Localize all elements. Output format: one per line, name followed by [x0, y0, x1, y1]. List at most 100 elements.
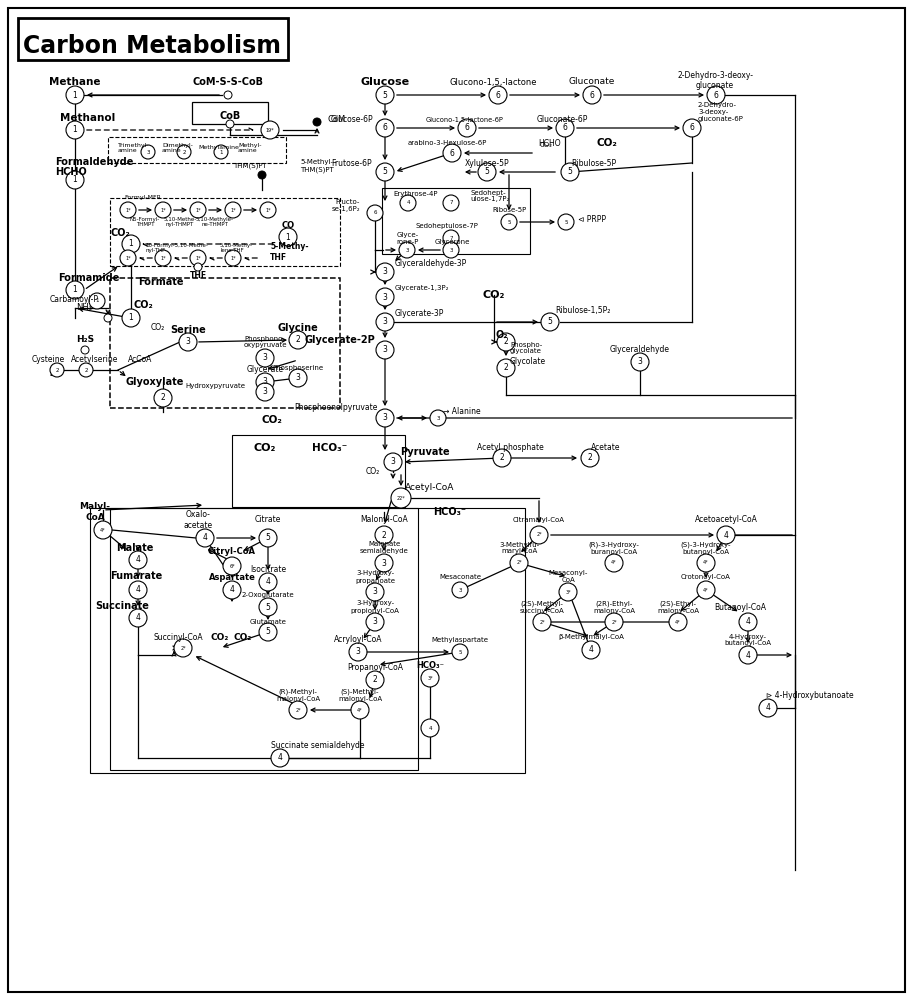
Circle shape: [89, 293, 105, 309]
Text: CoB: CoB: [219, 111, 241, 121]
Circle shape: [259, 623, 277, 641]
Bar: [18, 18, 288, 60]
Text: (2R)-Ethyl-
malony-CoA: (2R)-Ethyl- malony-CoA: [593, 600, 635, 614]
Text: 1: 1: [129, 314, 133, 322]
Text: Mesaconate: Mesaconate: [439, 574, 481, 580]
Text: Sedohept-
ulose-1,7P₂: Sedohept- ulose-1,7P₂: [470, 190, 509, 202]
Text: Citramalyl-CoA: Citramalyl-CoA: [513, 517, 565, 523]
Text: Acetylserine: Acetylserine: [71, 356, 119, 364]
Circle shape: [399, 242, 415, 258]
Circle shape: [391, 488, 411, 508]
Circle shape: [214, 145, 228, 159]
Text: 6: 6: [465, 123, 469, 132]
Circle shape: [561, 163, 579, 181]
Text: Ribose-5P: Ribose-5P: [492, 207, 526, 213]
Text: 1*: 1*: [230, 255, 236, 260]
Text: Methylaspartate: Methylaspartate: [432, 637, 488, 643]
Circle shape: [376, 119, 394, 137]
Circle shape: [129, 609, 147, 627]
Circle shape: [376, 263, 394, 281]
Circle shape: [271, 749, 289, 767]
Text: Glyceraldehyde-3P: Glyceraldehyde-3P: [395, 258, 467, 267]
Text: Malonyl-CoA: Malonyl-CoA: [360, 516, 408, 524]
Bar: [232, 435, 405, 507]
Text: 4*: 4*: [703, 560, 708, 566]
Circle shape: [155, 250, 171, 266]
Text: Ribulose-5P: Ribulose-5P: [571, 158, 616, 167]
Circle shape: [400, 195, 416, 211]
Text: HCO₃⁻: HCO₃⁻: [416, 660, 444, 670]
Circle shape: [177, 145, 191, 159]
Text: Glyce-
rone-P: Glyce- rone-P: [397, 232, 419, 244]
Text: Erythrose-4P: Erythrose-4P: [394, 191, 438, 197]
Text: 3-Methylfu-
maryl-CoA: 3-Methylfu- maryl-CoA: [498, 542, 539, 554]
Text: 2: 2: [504, 363, 509, 372]
Text: 3: 3: [391, 458, 395, 466]
Circle shape: [583, 86, 601, 104]
Text: Glycerone: Glycerone: [435, 239, 469, 245]
Circle shape: [104, 314, 112, 322]
Text: 2: 2: [588, 454, 593, 462]
Text: 19*: 19*: [266, 127, 274, 132]
Circle shape: [258, 171, 266, 179]
Text: Phosphoenolpyruvate: Phosphoenolpyruvate: [295, 403, 378, 412]
Text: O₂: O₂: [496, 330, 509, 340]
Text: 6: 6: [590, 91, 594, 100]
Circle shape: [443, 195, 459, 211]
Text: Glycerate-1,3P₂: Glycerate-1,3P₂: [395, 285, 449, 291]
Circle shape: [190, 250, 206, 266]
Circle shape: [261, 121, 279, 139]
Text: 10-Formyl-5,10-Methe-
nyl-THF: 10-Formyl-5,10-Methe- nyl-THF: [145, 243, 208, 253]
Circle shape: [510, 554, 528, 572]
Text: 1: 1: [73, 286, 78, 294]
Text: Glycerate-2P: Glycerate-2P: [304, 335, 375, 345]
Text: 3: 3: [355, 648, 361, 656]
Circle shape: [493, 449, 511, 467]
Circle shape: [79, 363, 93, 377]
Text: Glycerate-3P: Glycerate-3P: [395, 308, 445, 318]
Text: 6: 6: [714, 91, 719, 100]
Text: 4: 4: [266, 578, 270, 586]
Text: THF: THF: [189, 271, 206, 280]
Circle shape: [541, 313, 559, 331]
Text: 5: 5: [568, 167, 572, 176]
Circle shape: [384, 453, 402, 471]
Circle shape: [367, 205, 383, 221]
Circle shape: [289, 331, 307, 349]
Circle shape: [122, 235, 140, 253]
Text: 3: 3: [263, 377, 268, 386]
Text: 4*: 4*: [703, 587, 708, 592]
Circle shape: [289, 369, 307, 387]
Text: 1*: 1*: [125, 208, 131, 213]
Circle shape: [196, 529, 214, 547]
Text: Isocitrate: Isocitrate: [250, 566, 286, 574]
Circle shape: [739, 613, 757, 631]
Circle shape: [697, 581, 715, 599]
Circle shape: [50, 363, 64, 377]
Text: Glyceraldehyde: Glyceraldehyde: [610, 346, 670, 355]
Text: Dimethyl-
amine: Dimethyl- amine: [162, 143, 193, 153]
Text: 4*: 4*: [100, 528, 106, 532]
Circle shape: [141, 145, 155, 159]
Text: 2: 2: [296, 336, 300, 344]
Text: Glycolate: Glycolate: [510, 358, 546, 366]
Text: Malate: Malate: [116, 543, 153, 553]
Text: 2*: 2*: [516, 560, 522, 566]
Text: 3: 3: [296, 373, 300, 382]
Text: 3: 3: [383, 292, 387, 302]
Text: 1*: 1*: [230, 208, 236, 213]
Text: CO: CO: [281, 221, 295, 230]
Text: 2: 2: [504, 338, 509, 347]
Text: CO₂: CO₂: [211, 633, 229, 642]
Text: Glucono-1,5-lactone-6P: Glucono-1,5-lactone-6P: [426, 117, 504, 123]
Circle shape: [489, 86, 507, 104]
Circle shape: [443, 144, 461, 162]
Text: 3: 3: [185, 338, 191, 347]
Text: 2: 2: [373, 676, 377, 684]
Text: Fructo-
se-1,6P₂: Fructo- se-1,6P₂: [331, 198, 360, 212]
Circle shape: [190, 202, 206, 218]
Text: Acetate: Acetate: [592, 444, 621, 452]
Circle shape: [559, 583, 577, 601]
Text: Malyl-
CoA: Malyl- CoA: [79, 502, 110, 522]
Text: 3: 3: [373, 617, 377, 626]
